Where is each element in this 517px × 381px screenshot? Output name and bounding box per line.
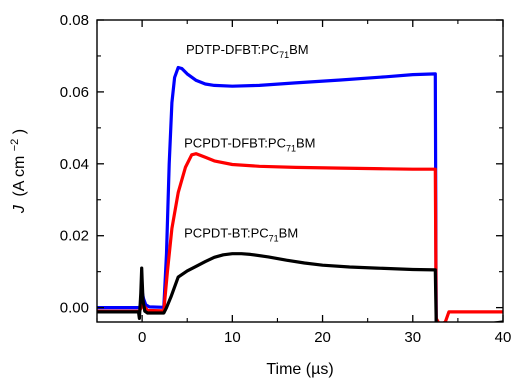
x-tick-label: 0 [138, 329, 146, 346]
y-tick-label: 0.00 [60, 300, 89, 317]
y-axis-unit: (A cm [11, 156, 28, 197]
series-line-1 [97, 152, 503, 322]
x-axis-title: Time (µs) [266, 361, 333, 378]
x-tick-label: 20 [314, 329, 331, 346]
series-line-0 [97, 65, 438, 322]
x-tick-label: 40 [495, 329, 512, 346]
y-tick-label: 0.04 [60, 156, 89, 173]
annotation-layer: PDTP-DFBT:PC71BM PCPDT-DFBT:PC71BM PCPDT-B… [184, 42, 315, 243]
plot-frame [96, 19, 504, 323]
y-tick-label: 0.02 [60, 228, 89, 245]
annotation-blue: PDTP-DFBT:PC71BM [186, 42, 309, 60]
y-axis-title: J (A cm −2 ) [5, 129, 28, 214]
y-axis-close: ) [11, 129, 28, 134]
y-tick-label: 0.06 [60, 84, 89, 101]
y-tick-label: 0.08 [60, 12, 89, 29]
annotation-red: PCPDT-DFBT:PC71BM [184, 136, 315, 154]
tick-layer: 0 10 20 30 40 0.00 0.02 0.04 0.06 0.08 [60, 12, 512, 346]
x-tick-label: 30 [404, 329, 421, 346]
y-axis-exponent: −2 [9, 139, 21, 152]
series-layer [97, 65, 503, 322]
y-axis-symbol: J [11, 204, 28, 214]
x-tick-label: 10 [224, 329, 241, 346]
annotation-black: PCPDT-BT:PC71BM [184, 226, 298, 244]
series-line-2 [97, 252, 503, 322]
